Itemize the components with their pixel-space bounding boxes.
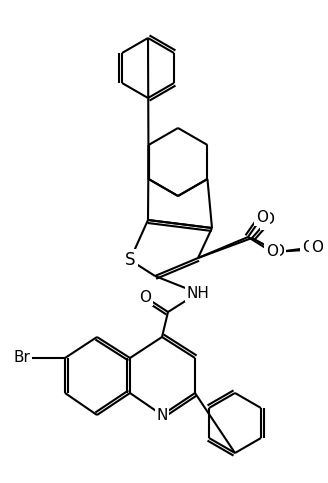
Text: O: O: [262, 213, 274, 227]
Text: O: O: [272, 244, 284, 259]
Text: O: O: [302, 241, 314, 256]
Text: N: N: [156, 408, 168, 423]
Text: O: O: [139, 289, 151, 304]
Text: O: O: [256, 210, 268, 225]
Text: O: O: [272, 244, 284, 259]
Text: NH: NH: [187, 285, 210, 300]
Text: O: O: [266, 244, 278, 259]
Text: O: O: [311, 241, 323, 256]
Text: S: S: [125, 251, 135, 269]
Text: O: O: [262, 213, 274, 227]
Text: Br: Br: [13, 351, 30, 366]
